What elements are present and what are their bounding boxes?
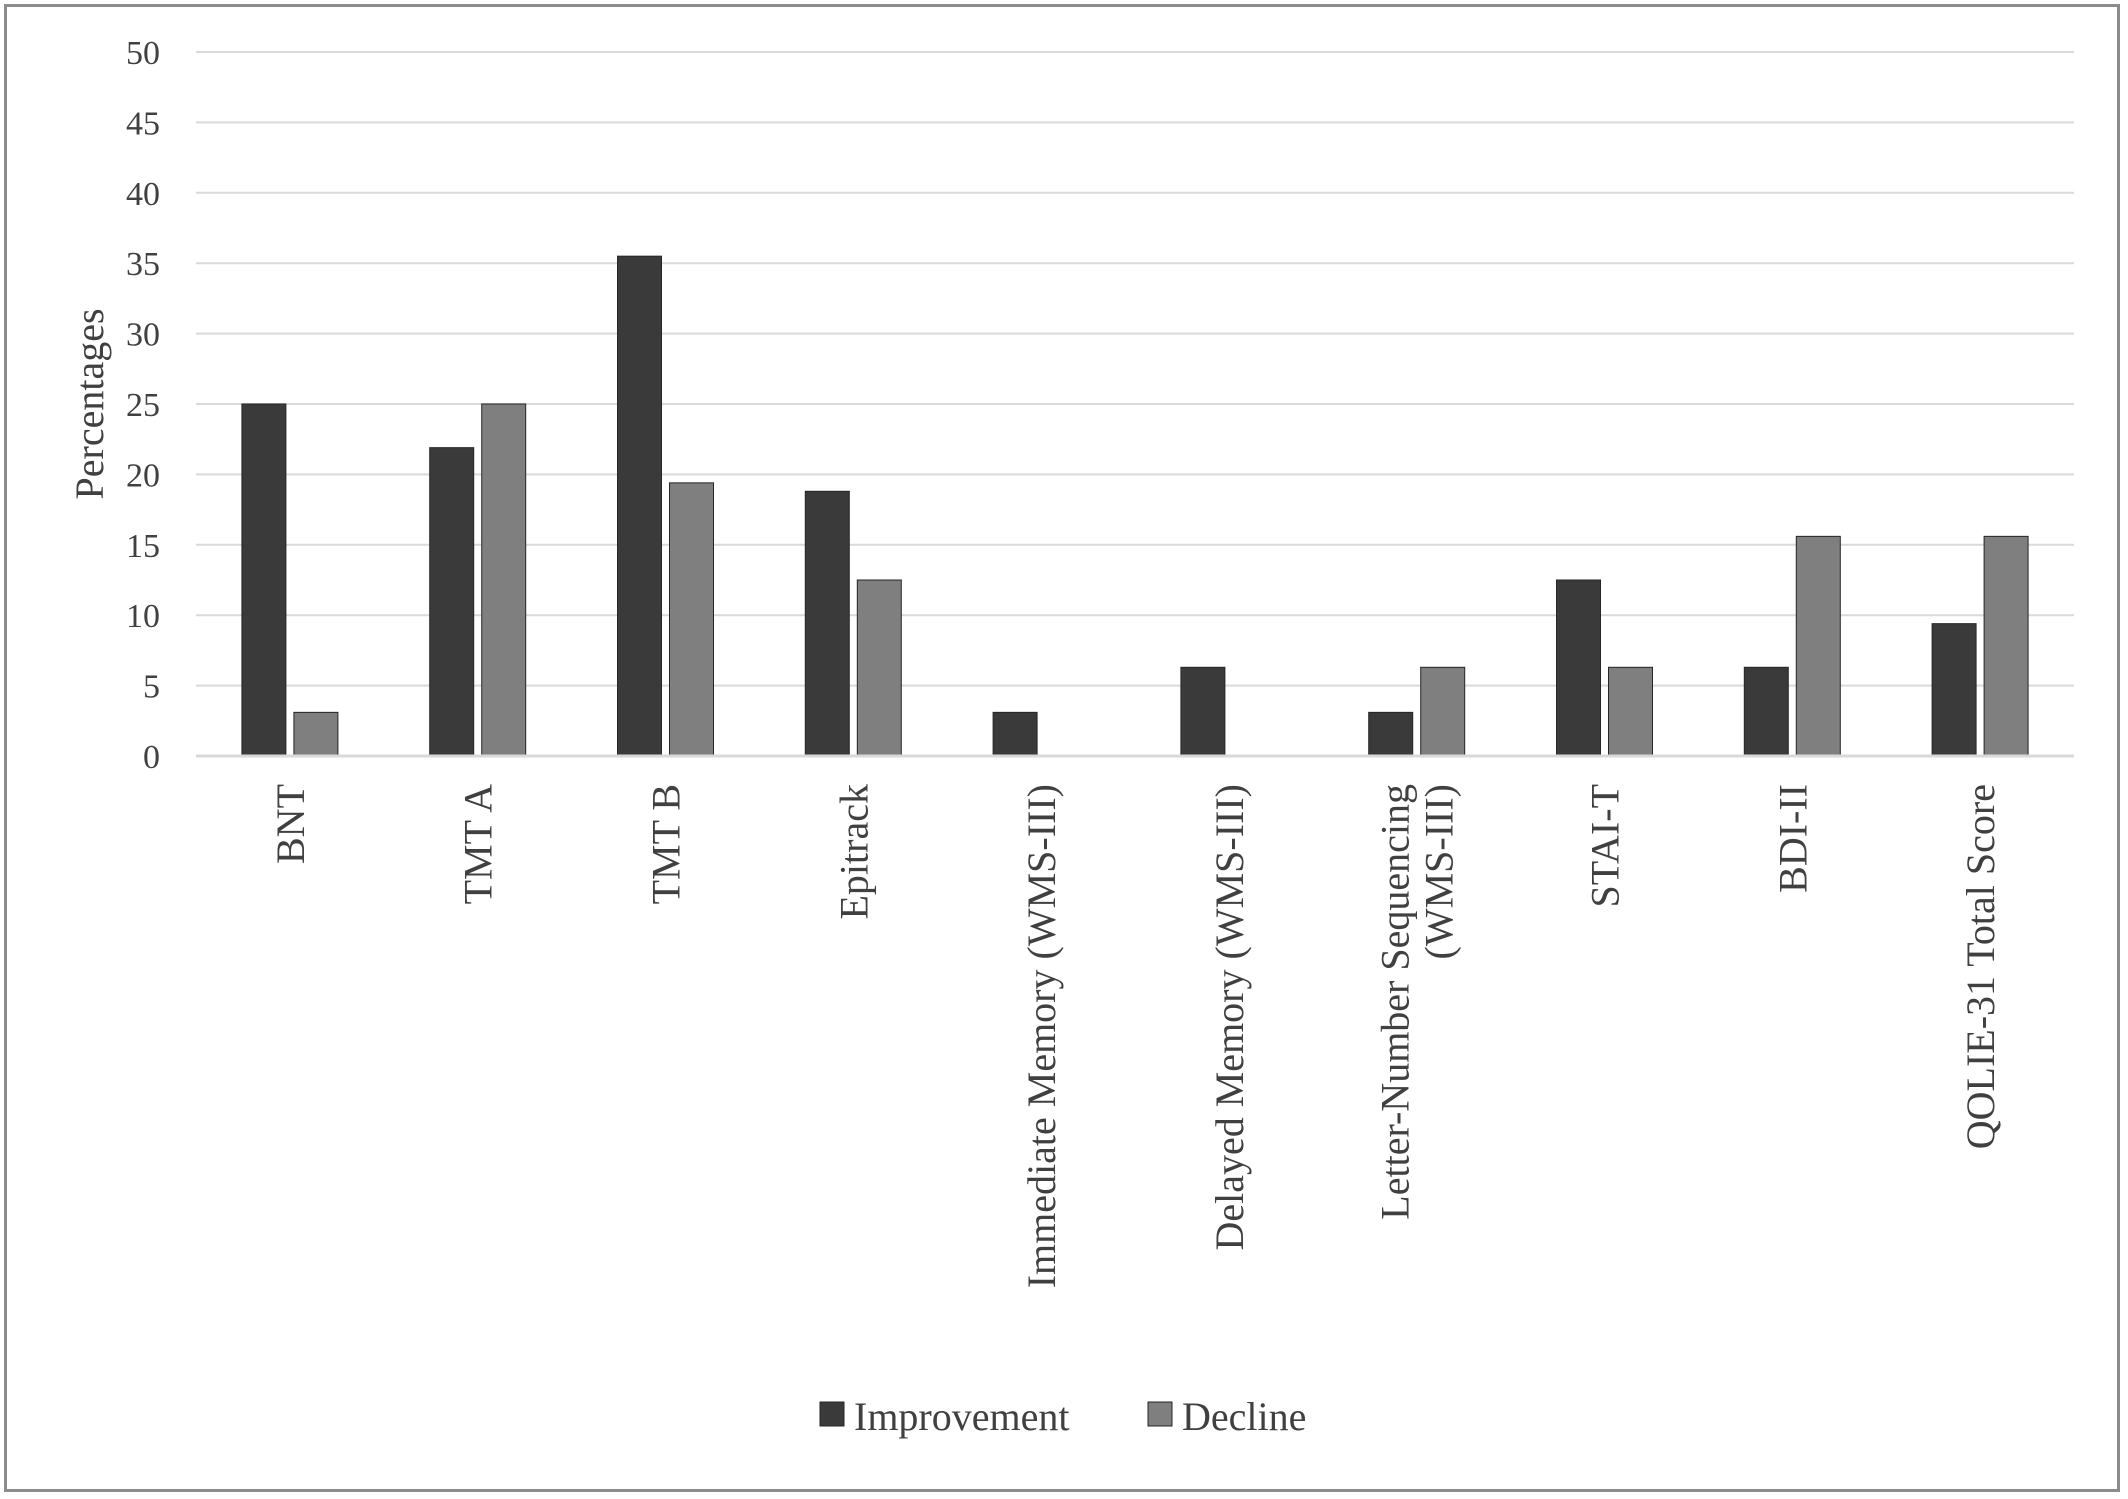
bar-decline-6 [1420,666,1466,757]
y-tick-label: 5 [143,669,160,706]
x-tick-label: STAI-T [1583,784,1628,907]
gridlines [196,51,2074,687]
y-tick-label: 50 [126,35,160,72]
bar-improvement-7 [1556,579,1601,757]
y-tick-label: 30 [126,317,160,354]
x-tick-label: QOLIE-31 Total Score [1958,784,2003,1149]
labels: 0 5 10 15 20 25 30 35 40 45 50 Percentages BNT TMT A T… [67,35,2003,1288]
bar-improvement-1 [429,447,475,757]
y-tick-label: 35 [126,246,160,283]
x-tick-label: Immediate Memory (WMS-III) [1019,784,1064,1288]
bar-decline-3 [856,579,902,757]
legend-label-decline: Decline [1182,1394,1306,1439]
bar-improvement-6 [1368,711,1414,757]
bar-improvement-2 [617,255,662,757]
x-tick-label: BNT [268,784,313,864]
bars [241,255,2029,757]
y-tick-label: 0 [143,739,160,776]
bar-improvement-3 [804,490,850,757]
bar-improvement-9 [1931,623,1977,757]
bar-decline-2 [669,482,714,757]
bar-improvement-4 [992,711,1038,757]
legend-swatch-improvement [819,1401,845,1427]
x-tick-label: Delayed Memory (WMS-III) [1207,784,1252,1251]
x-tick-label: TMT A [456,784,501,905]
bar-improvement-8 [1743,666,1789,757]
x-tick-label: Letter-Number Sequencing [1373,784,1418,1220]
y-tick-label: 45 [126,105,160,142]
y-axis-title: Percentages [67,308,112,499]
legend-label-improvement: Improvement [854,1394,1070,1439]
legend: Improvement Decline [819,1394,1306,1439]
y-tick-label: 15 [126,528,160,565]
legend-swatch-decline [1147,1401,1173,1427]
y-tick-label: 10 [126,598,160,635]
x-tick-label: BDI-II [1770,784,1815,893]
bar-improvement-0 [241,403,287,757]
x-tick-label: TMT B [644,784,689,904]
bar-decline-9 [1983,535,2029,757]
y-tick-label: 20 [126,457,160,494]
x-tick-label: Epitrack [831,784,876,920]
bar-decline-0 [293,711,339,757]
bar-decline-8 [1795,535,1841,757]
bar-decline-1 [481,403,527,757]
y-tick-label: 40 [126,176,160,213]
y-tick-label: 25 [126,387,160,424]
bar-decline-7 [1608,666,1653,757]
bar-improvement-5 [1180,666,1226,757]
x-tick-label: (WMS-III) [1417,784,1462,960]
